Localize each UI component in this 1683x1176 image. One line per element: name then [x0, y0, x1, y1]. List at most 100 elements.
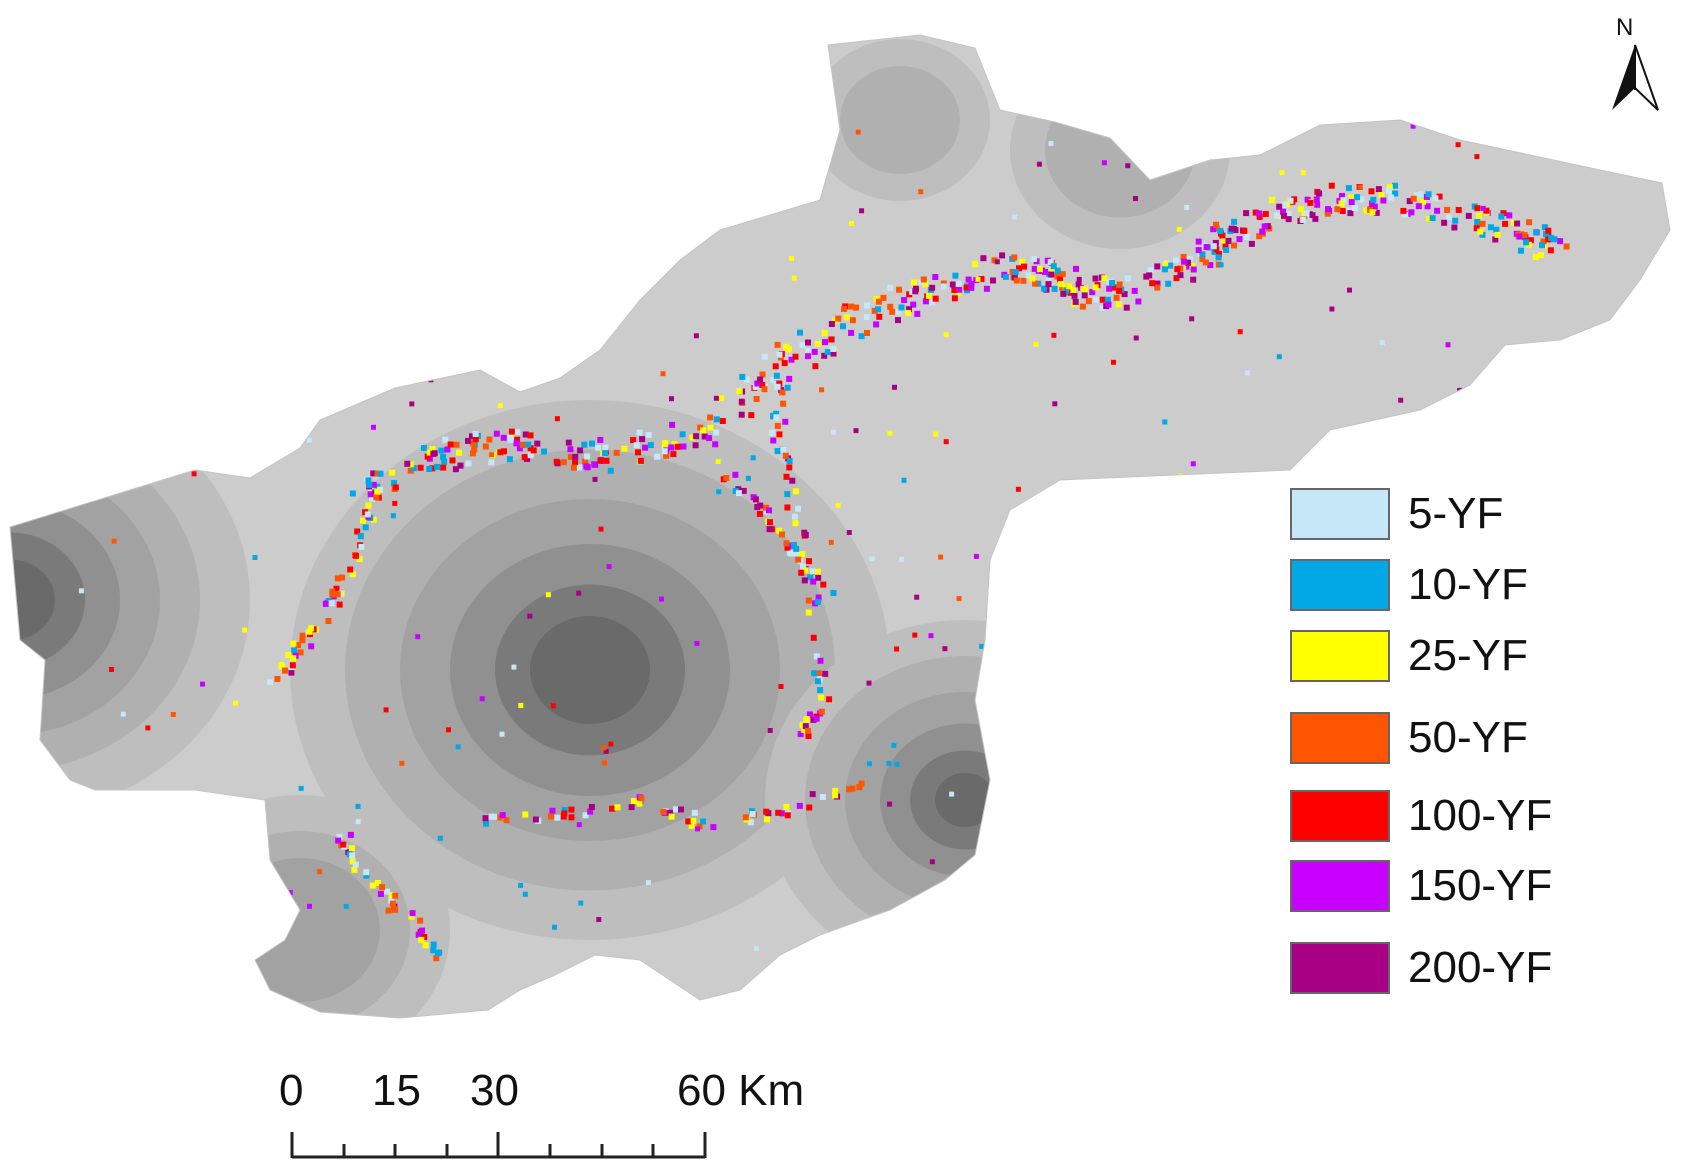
flood-pixel: [759, 163, 764, 169]
flood-pixel: [470, 440, 477, 447]
flood-pixel: [1054, 931, 1060, 937]
flood-pixel: [576, 464, 583, 471]
flood-pixel: [572, 459, 579, 466]
flood-pixel: [1075, 489, 1080, 495]
flood-pixel: [757, 502, 764, 509]
flood-pixel: [783, 540, 790, 547]
flood-pixel: [491, 813, 498, 820]
flood-pixel: [1111, 899, 1117, 904]
flood-pixel: [891, 742, 897, 748]
flood-pixel: [143, 979, 149, 984]
flood-pixel: [440, 464, 447, 471]
flood-pixel: [786, 464, 793, 471]
flood-pixel: [1121, 291, 1128, 298]
flood-pixel: [980, 255, 987, 262]
flood-pixel: [129, 316, 135, 321]
flood-pixel: [332, 163, 338, 168]
flood-pixel: [802, 532, 809, 538]
flood-pixel: [575, 294, 580, 300]
flood-pixel: [1444, 206, 1451, 213]
flood-pixel: [853, 304, 860, 311]
flood-pixel: [1547, 247, 1554, 254]
flood-pixel: [1048, 271, 1055, 278]
flood-pixel: [582, 812, 589, 819]
legend-label: 10-YF: [1408, 560, 1528, 609]
flood-pixel: [1563, 243, 1570, 250]
flood-pixel: [1189, 263, 1196, 270]
flood-pixel: [131, 137, 136, 143]
flood-pixel: [1345, 185, 1352, 192]
flood-pixel: [493, 430, 500, 437]
flood-pixel: [791, 541, 797, 548]
flood-pixel: [910, 301, 917, 308]
flood-pixel: [351, 866, 358, 873]
flood-pixel: [415, 931, 422, 938]
flood-pixel: [663, 452, 670, 459]
flood-pixel: [1378, 192, 1385, 199]
flood-pixel: [1221, 238, 1228, 245]
flood-pixel: [1487, 224, 1494, 231]
flood-pixel: [859, 208, 865, 214]
flood-pixel: [779, 810, 786, 817]
flood-pixel: [1075, 281, 1082, 288]
flood-pixel: [951, 287, 958, 293]
legend-item-25yf: 25-YF: [1290, 630, 1650, 682]
flood-pixel: [527, 613, 533, 619]
scale-bar: [290, 1132, 707, 1159]
flood-pixel: [602, 760, 607, 766]
legend-label: 200-YF: [1408, 943, 1553, 992]
flood-pixel: [565, 439, 572, 446]
flood-pixel: [636, 800, 643, 807]
flood-pixel: [1005, 864, 1011, 870]
flood-pixel: [747, 819, 754, 826]
flood-pixel: [636, 429, 643, 436]
flood-pixel: [1188, 927, 1194, 933]
flood-pixel: [1548, 234, 1555, 241]
flood-pixel: [1329, 306, 1335, 312]
flood-pixel: [764, 816, 770, 823]
flood-pixel: [1314, 201, 1321, 208]
flood-pixel: [723, 475, 730, 481]
flood-pixel: [1036, 266, 1043, 273]
flood-pixel: [1358, 196, 1365, 203]
flood-pixel: [145, 725, 151, 731]
scale-label-60km: 60 Km: [677, 1066, 805, 1115]
flood-pixel: [1067, 893, 1073, 898]
flood-pixel: [377, 891, 384, 897]
flood-pixel: [497, 449, 504, 456]
flood-pixel: [489, 452, 495, 458]
flood-pixel: [920, 276, 927, 283]
flood-pixel: [1116, 281, 1123, 288]
flood-pixel: [1228, 225, 1235, 232]
flood-pixel: [356, 556, 363, 562]
flood-pixel: [784, 384, 791, 391]
flood-pixel: [1135, 298, 1142, 305]
flood-pixel: [1413, 192, 1420, 199]
flood-pixel: [788, 356, 795, 363]
flood-pixel: [398, 287, 404, 293]
flood-pixel: [335, 837, 342, 844]
flood-pixel: [1147, 267, 1154, 273]
flood-pixel: [336, 833, 343, 840]
flood-pixel: [441, 458, 448, 465]
flood-pixel: [1173, 275, 1180, 282]
flood-pixel: [779, 531, 785, 538]
flood-pixel: [483, 820, 489, 827]
flood-pixel: [774, 341, 781, 348]
flood-pixel: [774, 383, 781, 390]
flood-pixel: [1186, 263, 1193, 270]
flood-pixel: [1172, 257, 1179, 264]
flood-pixel: [1408, 209, 1415, 216]
flood-pixel: [694, 641, 700, 646]
flood-pixel: [363, 869, 370, 876]
flood-pixel: [1441, 219, 1448, 226]
flood-pixel: [926, 292, 932, 299]
flood-pixel: [522, 891, 528, 897]
flood-pixel: [1123, 304, 1130, 311]
flood-pixel: [1494, 231, 1501, 238]
flood-pixel: [237, 329, 243, 335]
flood-pixel: [363, 872, 370, 879]
flood-pixel: [1099, 305, 1106, 312]
flood-pixel: [370, 470, 377, 477]
flood-pixel: [527, 445, 534, 452]
